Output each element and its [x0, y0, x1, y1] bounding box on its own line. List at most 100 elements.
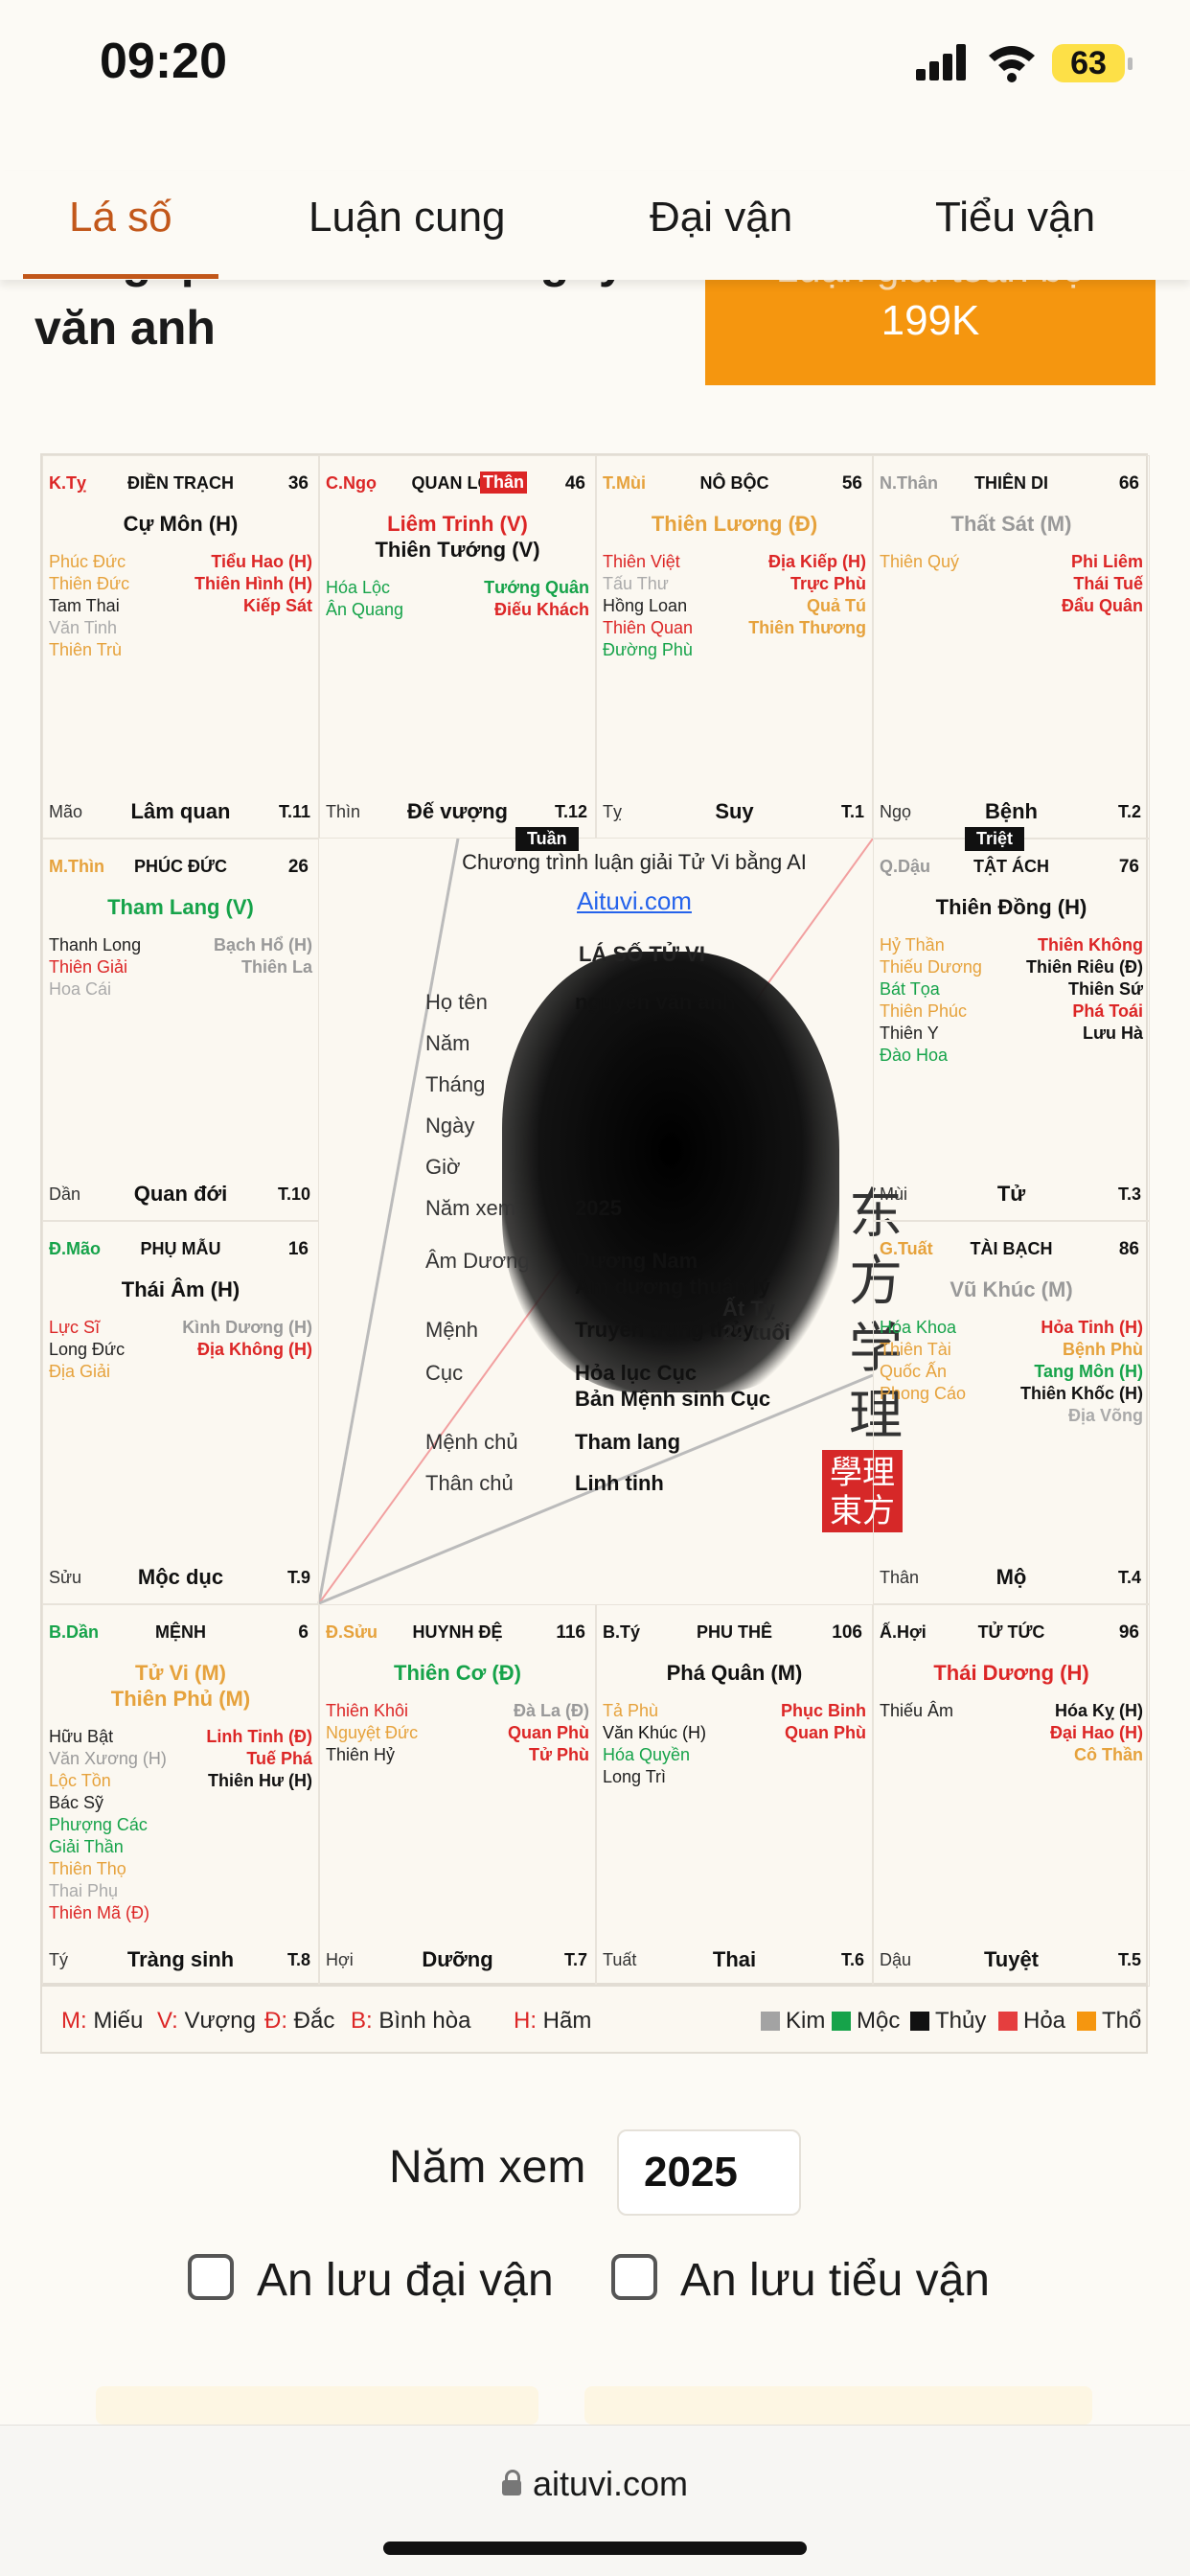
palace-branch: Đ.Sửu	[326, 1622, 378, 1642]
minor-star: Phi Liêm	[1070, 552, 1143, 571]
palace-age: 16	[287, 1239, 309, 1259]
minor-star: Thiên Không	[1038, 934, 1143, 954]
info-value: 2025	[575, 1196, 622, 1220]
than-tag: Thân	[480, 472, 527, 494]
minor-star: Điếu Khách	[493, 600, 589, 619]
main-star: Thiên Tướng (V)	[375, 538, 540, 562]
main-star: Thiên Lương (Đ)	[651, 512, 818, 536]
minor-star: Quả Tú	[807, 596, 866, 615]
minor-star: Đẩu Quân	[1061, 596, 1143, 615]
life-stage: Dưỡng	[422, 1947, 493, 1971]
minor-star: Đào Hoa	[880, 1045, 949, 1065]
main-star: Thiên Cơ (Đ)	[394, 1660, 521, 1685]
month-label: T.7	[563, 1950, 587, 1969]
legend-item: M: Miếu	[61, 2008, 144, 2034]
palace-cell[interactable]: C.Ngọ QUAN LỘC 46 Liêm Trinh (V) Thiên Tướng…	[319, 455, 596, 839]
dai-van-checkbox[interactable]	[188, 2254, 234, 2300]
main-star: Tử Vi (M)	[135, 1660, 226, 1685]
minor-star: Giải Thần	[49, 1836, 124, 1856]
palace-cell[interactable]: Đ.Sửu HUYNH ĐỆ 116 Thiên Cơ (Đ) Thiên Khôi Ng…	[319, 1603, 596, 1987]
palace-name: TÀI BẠCH	[970, 1239, 1053, 1258]
minor-star: Trực Phù	[790, 574, 866, 593]
minor-star: Thiên Tài	[880, 1340, 951, 1359]
minor-star: Phúc Đức	[49, 552, 126, 571]
minor-star: Thiên Riêu (Đ)	[1026, 956, 1143, 977]
palace-name: ĐIỀN TRẠCH	[127, 473, 234, 493]
wifi-icon	[989, 46, 1035, 82]
palace-cell[interactable]: B.Tý PHU THÊ 106 Phá Quân (M) Tả Phù Văn Khúc…	[596, 1603, 873, 1987]
minor-star: Nguyệt Đức	[326, 1722, 419, 1742]
minor-star: Thiên Thương	[748, 618, 866, 637]
info-key: Thân chủ	[425, 1471, 514, 1495]
palace-cell[interactable]: G.Tuất TÀI BẠCH 86 Vũ Khúc (M) Hóa Khoa Thiên…	[873, 1221, 1150, 1604]
info-key: Năm xem	[425, 1196, 516, 1220]
minor-star: Thiên La	[240, 956, 312, 977]
cycle-branch: Ngọ	[880, 801, 912, 821]
minor-star: Thiên Việt	[603, 552, 680, 571]
cycle-branch: Dần	[49, 1184, 81, 1204]
minor-star: Quốc Ấn	[880, 1362, 948, 1381]
minor-star: Đường Phù	[603, 640, 693, 659]
minor-star: Bệnh Phù	[1063, 1340, 1143, 1359]
red-seal-stamp: 學理東方	[822, 1450, 903, 1532]
month-label: T.2	[1117, 801, 1141, 821]
minor-star: Thiên Sứ	[1067, 978, 1143, 999]
main-star: Phá Quân (M)	[666, 1660, 803, 1685]
minor-star: Lưu Hà	[1082, 1023, 1143, 1043]
dai-van-checkbox-label[interactable]: An lưu đại vận	[257, 2255, 554, 2306]
palace-branch: Q.Dậu	[880, 856, 931, 876]
center-link[interactable]: Aituvi.com	[577, 886, 692, 915]
palace-cell[interactable]: B.Dần MỆNH 6 Tử Vi (M) Thiên Phủ (M) Hữu Bật V…	[42, 1603, 319, 1987]
palace-cell[interactable]: Q.Dậu TẬT ÁCH 76 Thiên Đồng (H) Hỷ Thần Thiếu…	[873, 838, 1150, 1221]
tab-la-so[interactable]: Lá số	[69, 194, 172, 241]
cycle-branch: Tý	[49, 1950, 68, 1969]
cycle-branch: Mùi	[880, 1184, 908, 1204]
palace-branch: B.Dần	[49, 1622, 100, 1642]
life-stage: Đế vượng	[407, 798, 508, 823]
legend-item: H: Hãm	[514, 2008, 592, 2034]
minor-star: Thiên Hình (H)	[195, 574, 312, 593]
palace-cell[interactable]: Ấ.Hợi TỬ TỨC 96 Thái Dương (H) Thiếu Âm Hóa K…	[873, 1603, 1150, 1987]
minor-star: Cô Thần	[1074, 1744, 1143, 1764]
tieu-van-checkbox-label[interactable]: An lưu tiểu vận	[680, 2255, 990, 2306]
main-star: Liêm Trinh (V)	[387, 512, 528, 536]
info-key: Tháng	[425, 1072, 486, 1096]
minor-star: Thiên Quan	[603, 618, 694, 637]
ink-blot-image	[502, 952, 839, 1392]
minor-star: Thiên Đức	[49, 574, 130, 593]
cycle-branch: Tỵ	[603, 801, 622, 821]
minor-star: Tuế Phá	[246, 1748, 312, 1768]
minor-star: Hoa Cái	[49, 978, 112, 999]
minor-star: Thiên Y	[880, 1023, 939, 1043]
minor-star: Thai Phụ	[49, 1880, 119, 1900]
life-stage: Mộ	[995, 1564, 1027, 1589]
minor-star: Thiên Mã (Đ)	[49, 1902, 150, 1922]
month-label: T.6	[840, 1950, 864, 1969]
palace-age: 106	[832, 1622, 862, 1643]
info-value: nguyễn văn anh	[575, 990, 736, 1014]
minor-star: Văn Khúc (H)	[603, 1722, 707, 1742]
minor-star: Địa Giải	[49, 1362, 111, 1381]
palace-cell[interactable]: T.Mùi NÔ BỘC 56 Thiên Lương (Đ) Thiên Việt Tấ…	[596, 455, 873, 839]
main-star: Thất Sát (M)	[950, 512, 1072, 536]
tab-dai-van[interactable]: Đại vận	[650, 194, 793, 241]
chart-legend: M: Miếu V: Vượng Đ: Đắc B: Bình hòa H: Hãm Ki…	[40, 1985, 1148, 2054]
main-star: Thiên Phủ (M)	[110, 1686, 251, 1711]
palace-cell[interactable]: N.Thân THIÊN DI 66 Thất Sát (M) Thiên Quý Phi…	[873, 455, 1150, 839]
palace-cell[interactable]: K.Tỵ ĐIỀN TRẠCH 36 Cự Môn (H) Phúc Đức Thiên …	[42, 455, 319, 839]
minor-star: Tử Phù	[528, 1744, 589, 1764]
tab-tieu-van[interactable]: Tiểu vận	[935, 194, 1096, 241]
minor-star: Lực Sĩ	[49, 1318, 101, 1337]
center-title: Chương trình luận giải Tử Vi bằng AI	[462, 850, 807, 874]
tieu-van-checkbox[interactable]	[611, 2254, 657, 2300]
minor-star: Tấu Thư	[603, 574, 669, 593]
minor-star: Thiên Phúc	[880, 1000, 968, 1021]
palace-cell[interactable]: M.Thìn PHÚC ĐỨC 26 Tham Lang (V) Thanh Long T…	[42, 838, 319, 1221]
minor-star: Long Đức	[49, 1340, 126, 1359]
minor-star: Hóa Khoa	[880, 1318, 957, 1337]
palace-branch: B.Tý	[603, 1622, 641, 1642]
palace-cell[interactable]: Đ.Mão PHỤ MẪU 16 Thái Âm (H) Lực Sĩ Long Đức Đ…	[42, 1221, 319, 1604]
view-year-input[interactable]: 2025	[617, 2129, 801, 2216]
life-stage: Suy	[715, 798, 754, 823]
tab-luan-cung[interactable]: Luận cung	[309, 194, 506, 241]
